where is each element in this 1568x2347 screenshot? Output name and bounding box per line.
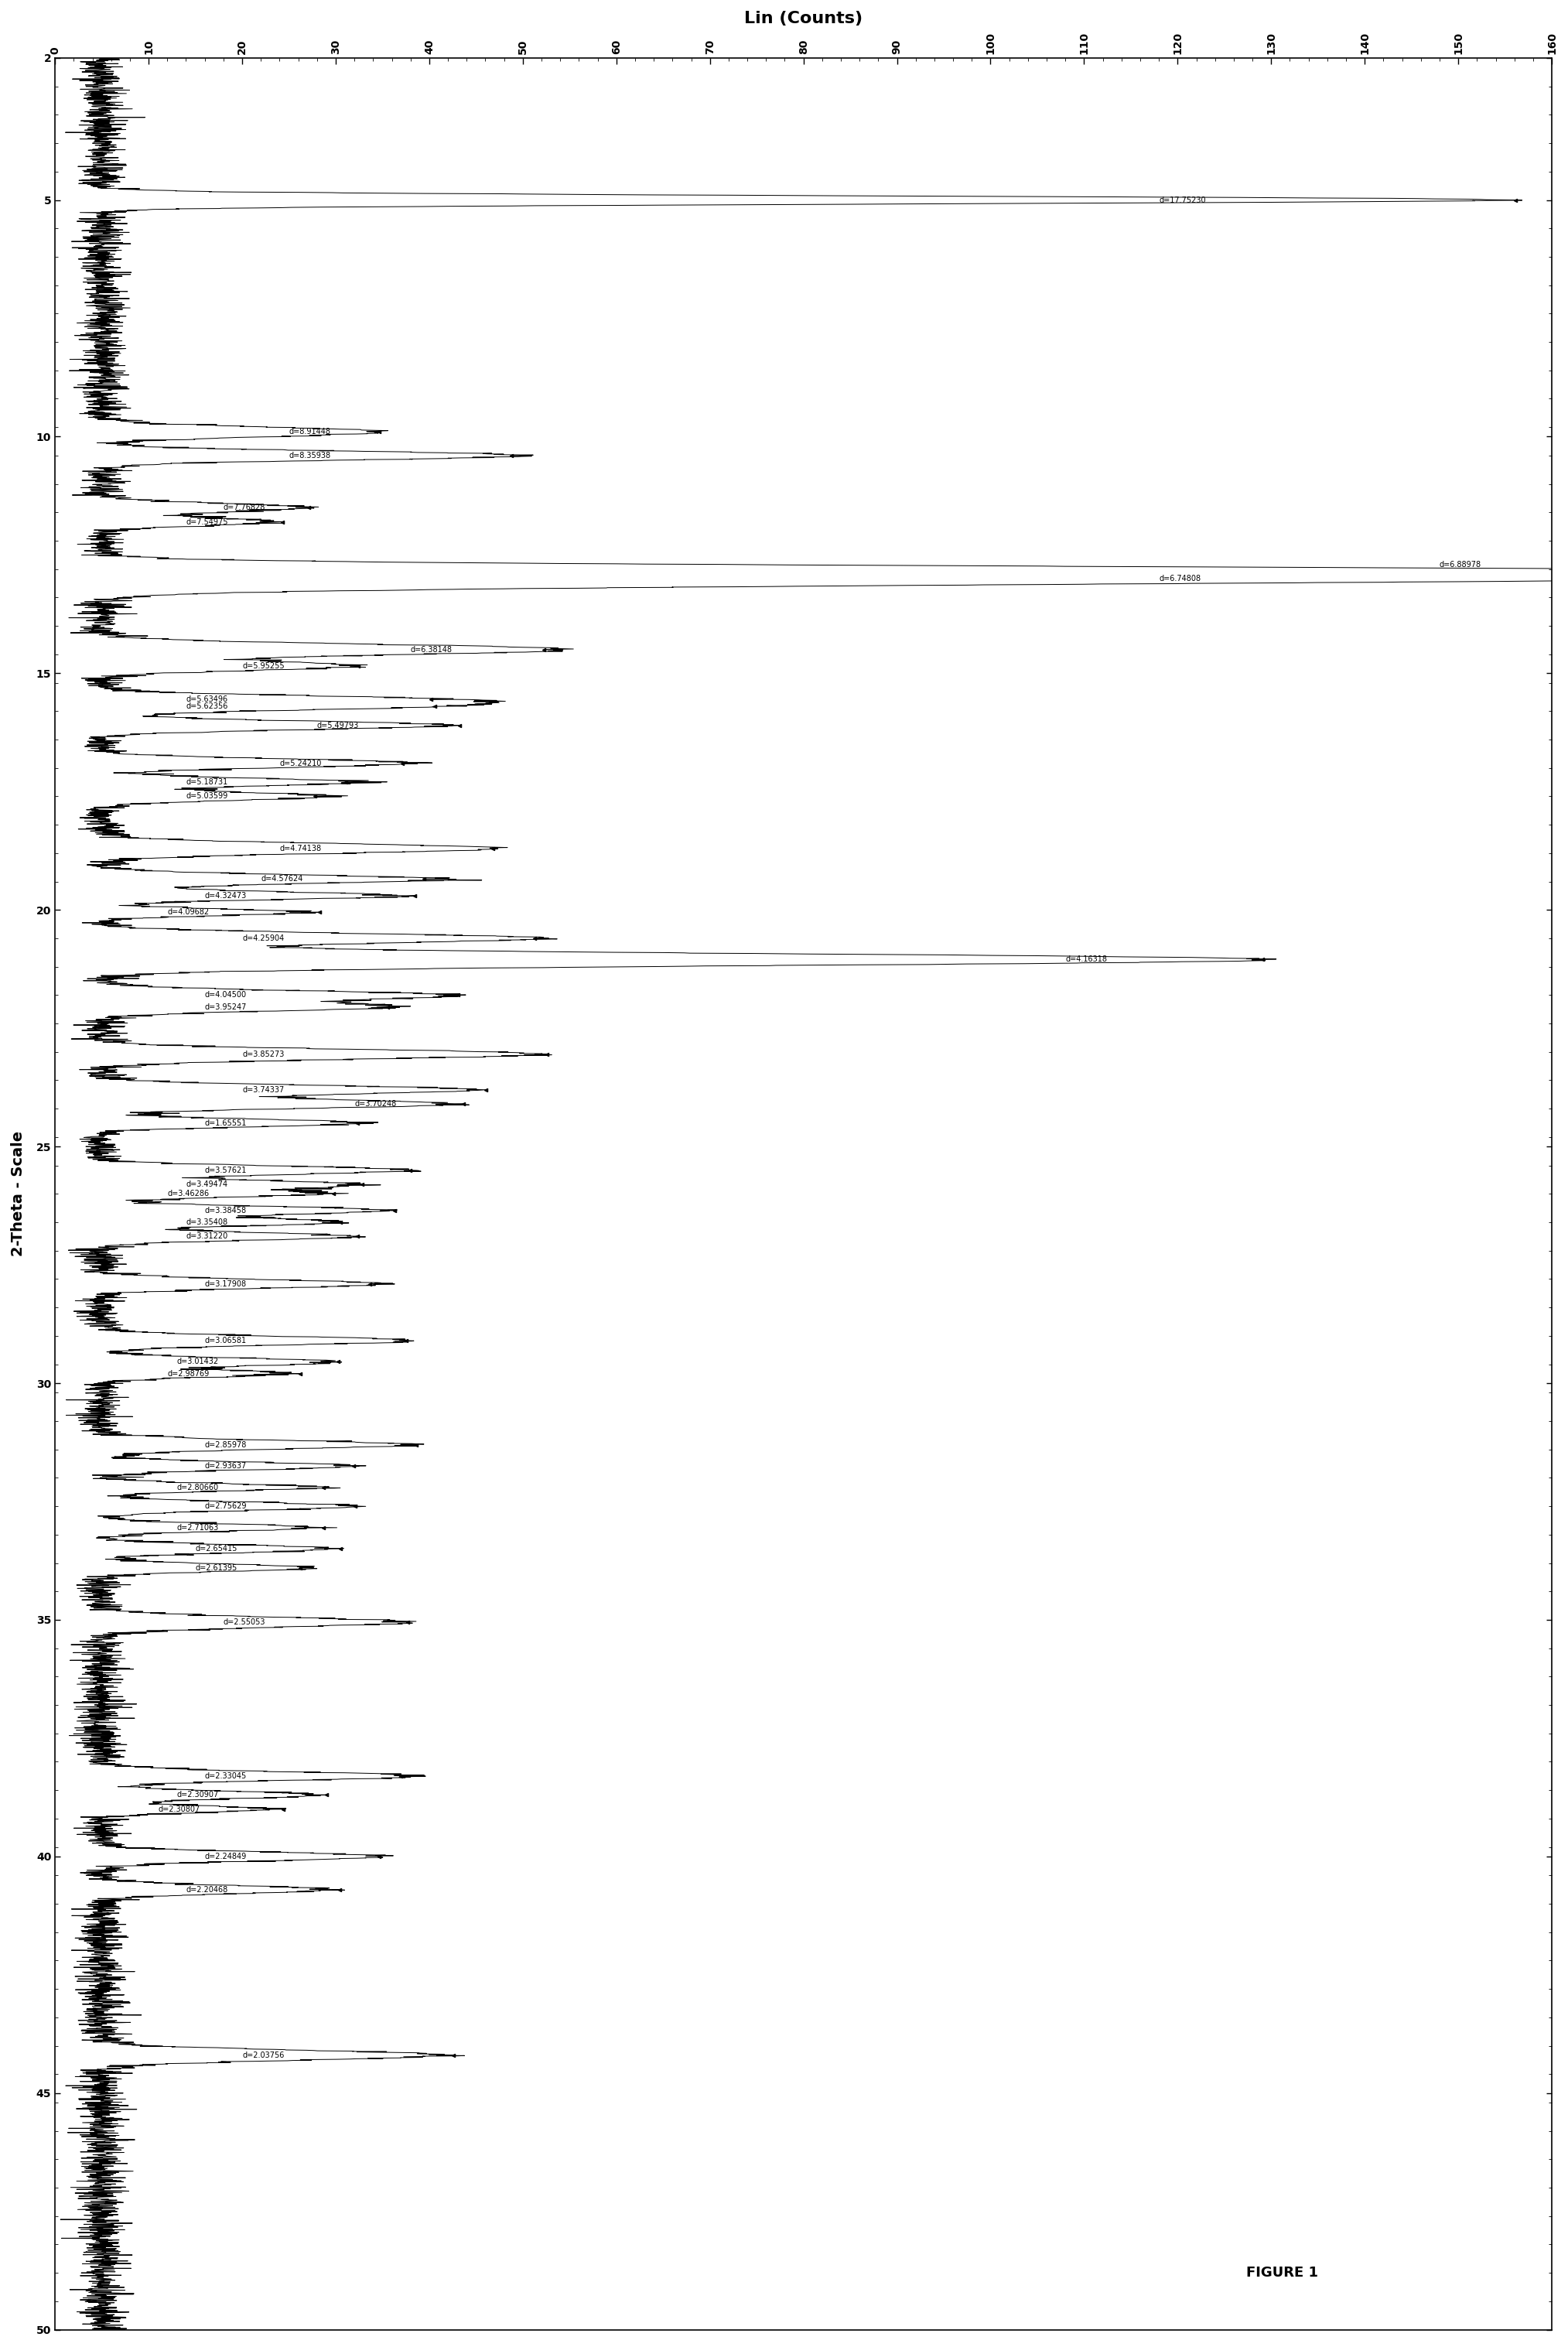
Text: d=17.75230: d=17.75230 bbox=[1159, 197, 1206, 204]
Text: d=6.74808: d=6.74808 bbox=[1159, 575, 1201, 582]
Text: FIGURE 1: FIGURE 1 bbox=[1247, 2265, 1319, 2279]
Text: d=2.75629: d=2.75629 bbox=[205, 1502, 246, 1509]
Text: d=3.01432: d=3.01432 bbox=[177, 1359, 218, 1366]
Text: d=3.06581: d=3.06581 bbox=[205, 1338, 246, 1345]
Text: d=2.71063: d=2.71063 bbox=[177, 1523, 218, 1530]
Text: d=6.88978: d=6.88978 bbox=[1439, 561, 1482, 568]
Text: d=7.54975: d=7.54975 bbox=[187, 519, 229, 526]
Text: d=2.93637: d=2.93637 bbox=[205, 1462, 246, 1469]
Text: d=2.33045: d=2.33045 bbox=[205, 1772, 246, 1779]
Text: d=3.35408: d=3.35408 bbox=[187, 1218, 227, 1225]
Text: d=8.35938: d=8.35938 bbox=[289, 451, 331, 460]
Text: d=2.30907: d=2.30907 bbox=[177, 1791, 218, 1798]
Text: d=2.03756: d=2.03756 bbox=[241, 2051, 284, 2058]
Text: d=4.32473: d=4.32473 bbox=[205, 892, 246, 899]
Text: d=3.57621: d=3.57621 bbox=[205, 1166, 246, 1174]
Text: d=2.98769: d=2.98769 bbox=[168, 1371, 209, 1378]
Text: d=5.18731: d=5.18731 bbox=[187, 779, 227, 786]
Text: d=4.74138: d=4.74138 bbox=[279, 845, 321, 852]
Text: d=3.95247: d=3.95247 bbox=[205, 1002, 246, 1012]
Text: d=2.65415: d=2.65415 bbox=[196, 1544, 237, 1554]
Text: d=4.09682: d=4.09682 bbox=[168, 908, 209, 915]
Text: d=3.74337: d=3.74337 bbox=[241, 1087, 284, 1094]
Text: d=3.85273: d=3.85273 bbox=[241, 1051, 284, 1058]
Text: d=2.20468: d=2.20468 bbox=[187, 1885, 227, 1894]
Text: d=2.24849: d=2.24849 bbox=[205, 1852, 246, 1861]
Y-axis label: 2-Theta - Scale: 2-Theta - Scale bbox=[11, 1131, 25, 1256]
Text: d=2.55053: d=2.55053 bbox=[223, 1619, 265, 1626]
Text: d=4.16318: d=4.16318 bbox=[1065, 955, 1107, 965]
Text: d=7.76828: d=7.76828 bbox=[223, 505, 265, 512]
Text: d=5.62356: d=5.62356 bbox=[187, 702, 227, 711]
Text: d=4.57624: d=4.57624 bbox=[260, 875, 303, 882]
X-axis label: Lin (Counts): Lin (Counts) bbox=[745, 12, 862, 26]
Text: d=1.65551: d=1.65551 bbox=[205, 1120, 246, 1127]
Text: d=5.95255: d=5.95255 bbox=[241, 662, 284, 669]
Text: d=3.70248: d=3.70248 bbox=[354, 1101, 397, 1108]
Text: d=3.17908: d=3.17908 bbox=[205, 1279, 246, 1289]
Text: d=2.85978: d=2.85978 bbox=[205, 1441, 246, 1448]
Text: d=4.25904: d=4.25904 bbox=[241, 934, 284, 941]
Text: d=5.03599: d=5.03599 bbox=[187, 793, 227, 800]
Text: d=3.46286: d=3.46286 bbox=[168, 1190, 209, 1197]
Text: d=4.04500: d=4.04500 bbox=[205, 990, 246, 1000]
Text: d=5.49793: d=5.49793 bbox=[317, 721, 359, 730]
Text: d=6.38148: d=6.38148 bbox=[411, 645, 452, 652]
Text: d=2.30807: d=2.30807 bbox=[158, 1805, 199, 1812]
Text: d=2.61395: d=2.61395 bbox=[196, 1563, 237, 1572]
Text: d=3.38458: d=3.38458 bbox=[205, 1206, 246, 1213]
Text: d=5.24210: d=5.24210 bbox=[279, 760, 321, 767]
Text: d=8.91448: d=8.91448 bbox=[289, 427, 331, 437]
Text: d=3.49474: d=3.49474 bbox=[187, 1181, 227, 1188]
Text: d=3.31220: d=3.31220 bbox=[187, 1232, 227, 1239]
Text: d=2.80660: d=2.80660 bbox=[177, 1483, 218, 1490]
Text: d=5.63496: d=5.63496 bbox=[187, 695, 227, 704]
